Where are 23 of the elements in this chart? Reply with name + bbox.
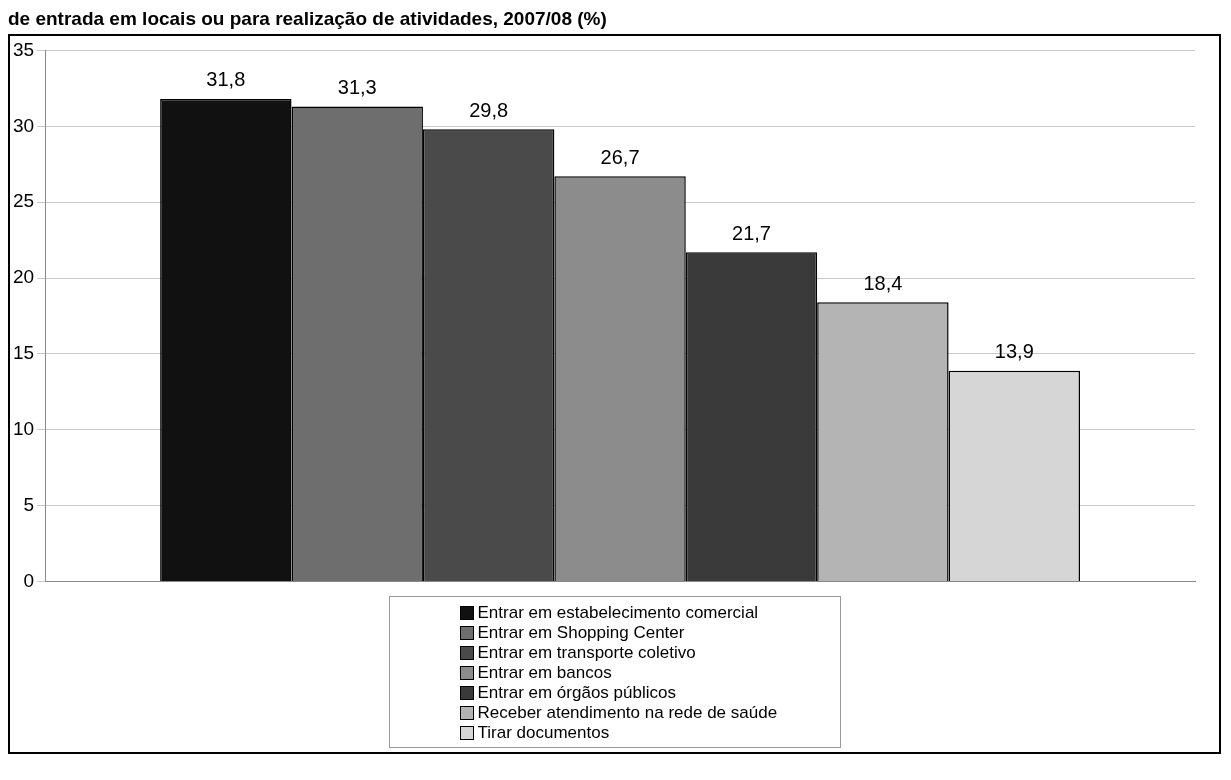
data-label: 13,9 [994, 340, 1034, 363]
y-tick-label: 15 [12, 342, 35, 364]
data-label: 31,3 [337, 76, 377, 99]
legend-label: Entrar em órgãos públicos [477, 683, 676, 703]
y-tick-label: 20 [12, 266, 35, 288]
data-label: 21,7 [732, 221, 771, 244]
y-tick-label: 30 [12, 114, 35, 136]
legend-label: Entrar em transporte coletivo [477, 643, 696, 663]
y-tick-label: 0 [23, 569, 35, 591]
data-label: 31,8 [206, 68, 246, 91]
y-tick-label: 5 [23, 493, 35, 515]
legend-label: Entrar em estabelecimento comercial [477, 603, 759, 623]
legend-label: Tirar documentos [477, 723, 610, 743]
data-label: 29,8 [469, 98, 509, 121]
legend-label: Receber atendimento na rede de saúde [477, 703, 778, 723]
data-label: 26,7 [600, 145, 640, 168]
chart-title: de entrada em locais ou para realização de atividades, 2007/08 (%) [8, 8, 608, 30]
y-tick-label: 25 [12, 190, 35, 212]
legend-label: Entrar em Shopping Center [477, 623, 685, 643]
legend-label: Entrar em bancos [477, 663, 612, 683]
y-tick-label: 10 [12, 418, 35, 440]
data-label: 18,4 [863, 271, 903, 294]
y-tick-label: 35 [12, 38, 35, 60]
